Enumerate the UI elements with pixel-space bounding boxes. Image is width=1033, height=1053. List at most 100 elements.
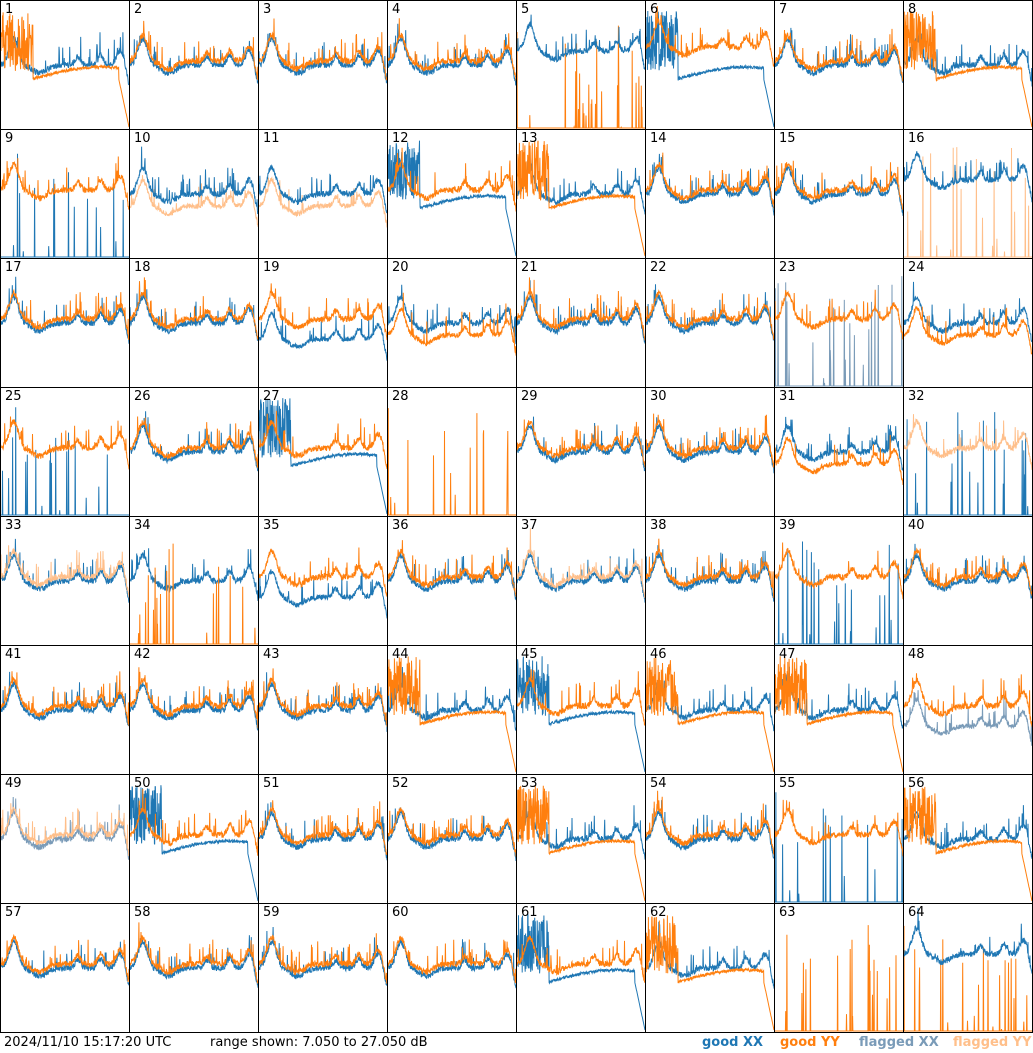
series-yy-line — [259, 547, 387, 597]
panel-number: 31 — [779, 389, 796, 404]
panel-plot — [388, 408, 516, 516]
panel-plot — [517, 656, 645, 773]
panel-15: 15 — [775, 130, 904, 259]
panel-38: 38 — [646, 517, 775, 646]
panel-number: 39 — [779, 518, 796, 533]
series-xx-line — [775, 416, 903, 471]
panel-6: 6 — [646, 1, 775, 130]
series-yy-line — [259, 18, 387, 81]
panel-60: 60 — [388, 904, 517, 1033]
series-yy-line — [130, 277, 258, 340]
series-xx-line — [388, 284, 516, 345]
panel-number: 41 — [5, 647, 22, 662]
panel-35: 35 — [259, 517, 388, 646]
panel-42: 42 — [130, 646, 259, 775]
legend-good-yy: good YY — [780, 1035, 840, 1050]
panel-plot — [646, 538, 774, 602]
panel-18: 18 — [130, 259, 259, 388]
series-xx-line — [517, 416, 645, 472]
panel-45: 45 — [517, 646, 646, 775]
series-yy-line — [1, 416, 129, 470]
panel-41: 41 — [1, 646, 130, 775]
series-yy-line — [775, 434, 903, 486]
panel-53: 53 — [517, 775, 646, 904]
series-xx-line — [1, 939, 129, 986]
footer: 2024/11/10 15:17:20 UTC range shown: 7.0… — [0, 1033, 1033, 1053]
panel-plot — [1, 538, 129, 603]
panel-number: 59 — [263, 905, 280, 920]
series-xx-line — [775, 541, 903, 645]
series-yy-line — [646, 790, 774, 855]
panel-23: 23 — [775, 259, 904, 388]
panel-52: 52 — [388, 775, 517, 904]
panel-number: 22 — [650, 260, 667, 275]
panel-11: 11 — [259, 130, 388, 259]
panel-plot — [646, 284, 774, 341]
panel-64: 64 — [904, 904, 1033, 1033]
panel-27: 27 — [259, 388, 388, 517]
series-yy-line — [130, 543, 258, 645]
panel-number: 25 — [5, 389, 22, 404]
series-xx-line — [259, 802, 387, 861]
series-yy-line — [130, 416, 258, 468]
panel-number: 14 — [650, 131, 667, 146]
panel-number: 57 — [5, 905, 22, 920]
panel-number: 13 — [521, 131, 538, 146]
series-yy-line — [904, 547, 1032, 596]
series-yy-line — [517, 140, 645, 257]
series-yy-line — [904, 305, 1032, 355]
panel-number: 49 — [5, 776, 22, 791]
panel-number: 58 — [134, 905, 151, 920]
panel-number: 2 — [134, 2, 143, 17]
panel-plot — [517, 140, 645, 257]
panel-number: 27 — [263, 389, 280, 404]
series-yy-line — [259, 283, 387, 341]
series-xx-line — [259, 398, 387, 515]
panel-plot — [517, 785, 645, 902]
panel-number: 6 — [650, 2, 659, 17]
series-xx-line — [1, 276, 129, 344]
series-yy-line — [388, 292, 516, 356]
panel-8: 8 — [904, 1, 1033, 130]
panel-10: 10 — [130, 130, 259, 259]
panel-number: 62 — [650, 905, 667, 920]
series-xx-line — [130, 785, 258, 902]
panel-plot — [904, 11, 1032, 128]
panel-57: 57 — [1, 904, 130, 1033]
series-yy-line — [646, 413, 774, 468]
panel-number: 9 — [5, 131, 14, 146]
panel-number: 20 — [392, 260, 409, 275]
legend-flagged-xx: flagged XX — [859, 1035, 939, 1050]
panel-number: 46 — [650, 647, 667, 662]
panel-14: 14 — [646, 130, 775, 259]
series-xx-line — [904, 690, 1032, 746]
series-yy-line — [130, 175, 258, 227]
panel-number: 51 — [263, 776, 280, 791]
series-yy-line — [259, 933, 387, 984]
panel-number: 26 — [134, 389, 151, 404]
series-yy-line — [646, 152, 774, 209]
panel-21: 21 — [517, 259, 646, 388]
series-xx-line — [517, 280, 645, 344]
series-xx-line — [130, 35, 258, 84]
panel-plot — [388, 807, 516, 862]
series-yy-line — [388, 807, 516, 857]
panel-plot — [646, 413, 774, 474]
panel-plot — [1, 407, 129, 516]
panel-plot — [130, 543, 258, 645]
series-yy-line — [1, 671, 129, 727]
series-yy-line — [646, 657, 774, 773]
panel-plot — [775, 416, 903, 486]
panel-plot — [130, 785, 258, 902]
panel-number: 48 — [908, 647, 925, 662]
series-xx-line — [517, 14, 645, 70]
panel-16: 16 — [904, 130, 1033, 259]
panel-30: 30 — [646, 388, 775, 517]
panel-number: 55 — [779, 776, 796, 791]
panel-4: 4 — [388, 1, 517, 130]
series-yy-line — [130, 788, 258, 856]
panel-number: 3 — [263, 2, 272, 17]
panel-28: 28 — [388, 388, 517, 517]
series-yy-line — [517, 669, 645, 726]
panel-number: 4 — [392, 2, 401, 17]
